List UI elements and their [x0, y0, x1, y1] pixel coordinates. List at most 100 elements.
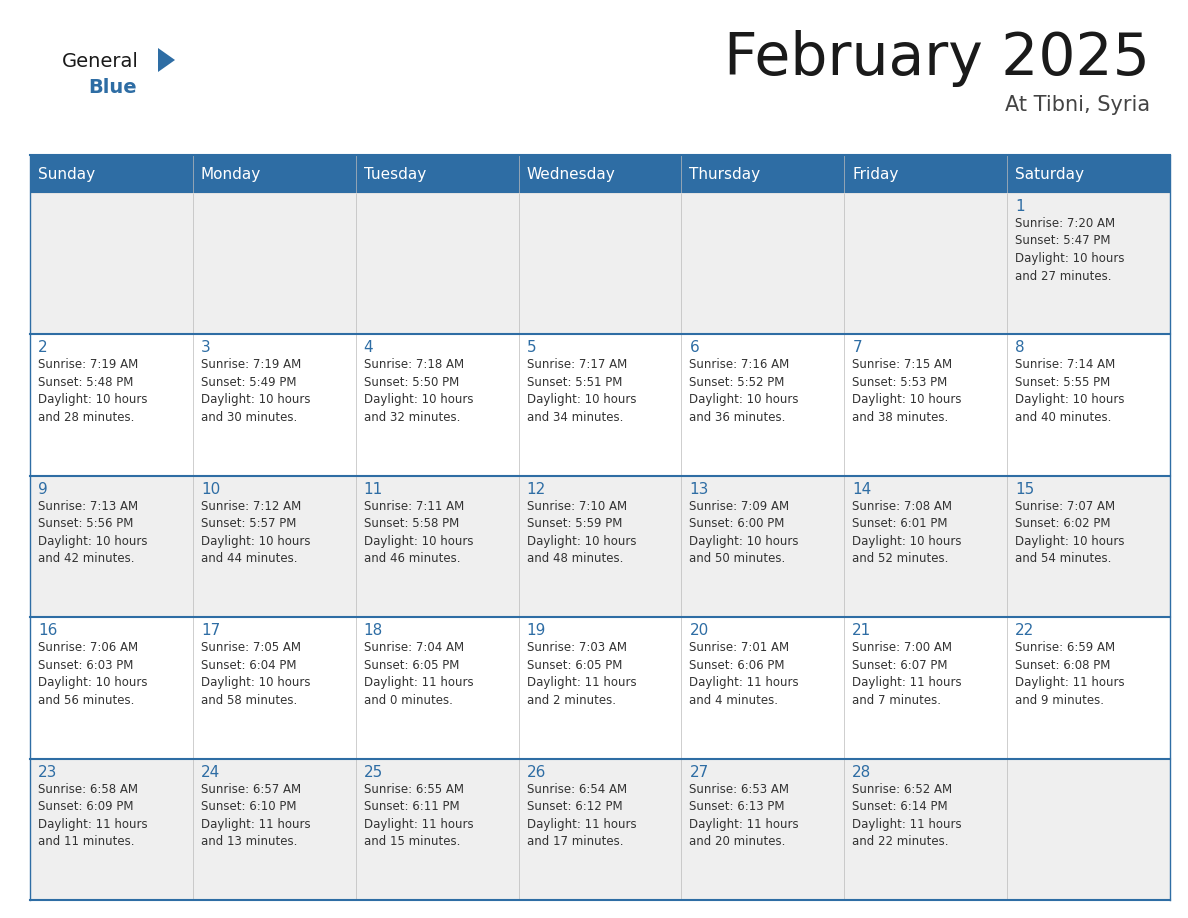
Text: Sunset: 5:48 PM: Sunset: 5:48 PM — [38, 375, 133, 389]
Text: Sunset: 6:03 PM: Sunset: 6:03 PM — [38, 659, 133, 672]
Text: Daylight: 10 hours: Daylight: 10 hours — [526, 535, 636, 548]
Text: Sunset: 6:12 PM: Sunset: 6:12 PM — [526, 800, 623, 813]
Text: Sunset: 5:47 PM: Sunset: 5:47 PM — [1015, 234, 1111, 248]
Text: Sunrise: 7:19 AM: Sunrise: 7:19 AM — [201, 358, 301, 372]
Text: 16: 16 — [38, 623, 57, 638]
Bar — [30, 476, 1170, 617]
Text: Sunrise: 7:10 AM: Sunrise: 7:10 AM — [526, 499, 627, 513]
Bar — [30, 617, 1170, 758]
Text: Sunrise: 6:57 AM: Sunrise: 6:57 AM — [201, 783, 301, 796]
Text: Sunset: 6:13 PM: Sunset: 6:13 PM — [689, 800, 785, 813]
Text: 3: 3 — [201, 341, 210, 355]
Text: 24: 24 — [201, 765, 220, 779]
Text: At Tibni, Syria: At Tibni, Syria — [1005, 95, 1150, 115]
Text: 23: 23 — [38, 765, 57, 779]
Text: Daylight: 11 hours: Daylight: 11 hours — [852, 818, 962, 831]
Text: Sunset: 6:01 PM: Sunset: 6:01 PM — [852, 518, 948, 531]
Text: Sunset: 5:49 PM: Sunset: 5:49 PM — [201, 375, 296, 389]
Text: Daylight: 10 hours: Daylight: 10 hours — [201, 677, 310, 689]
Text: February 2025: February 2025 — [725, 30, 1150, 87]
Text: Sunset: 6:14 PM: Sunset: 6:14 PM — [852, 800, 948, 813]
Text: Daylight: 11 hours: Daylight: 11 hours — [201, 818, 310, 831]
Text: Daylight: 11 hours: Daylight: 11 hours — [364, 818, 473, 831]
Polygon shape — [158, 48, 175, 72]
Text: Sunset: 6:05 PM: Sunset: 6:05 PM — [526, 659, 623, 672]
Text: and 58 minutes.: and 58 minutes. — [201, 694, 297, 707]
Text: Tuesday: Tuesday — [364, 166, 426, 182]
Text: Sunset: 5:57 PM: Sunset: 5:57 PM — [201, 518, 296, 531]
Text: Sunset: 6:05 PM: Sunset: 6:05 PM — [364, 659, 459, 672]
Text: Sunday: Sunday — [38, 166, 95, 182]
Text: and 36 minutes.: and 36 minutes. — [689, 411, 785, 424]
Text: 22: 22 — [1015, 623, 1035, 638]
Text: and 4 minutes.: and 4 minutes. — [689, 694, 778, 707]
Text: Sunset: 5:58 PM: Sunset: 5:58 PM — [364, 518, 459, 531]
Text: Sunset: 6:00 PM: Sunset: 6:00 PM — [689, 518, 785, 531]
Text: and 44 minutes.: and 44 minutes. — [201, 553, 297, 565]
Text: Daylight: 11 hours: Daylight: 11 hours — [1015, 677, 1125, 689]
Text: Daylight: 11 hours: Daylight: 11 hours — [364, 677, 473, 689]
Text: Sunset: 6:08 PM: Sunset: 6:08 PM — [1015, 659, 1111, 672]
Text: 18: 18 — [364, 623, 383, 638]
Text: Sunrise: 7:01 AM: Sunrise: 7:01 AM — [689, 641, 790, 655]
Text: Daylight: 10 hours: Daylight: 10 hours — [852, 394, 962, 407]
Text: Friday: Friday — [852, 166, 898, 182]
Text: Sunrise: 7:17 AM: Sunrise: 7:17 AM — [526, 358, 627, 372]
Text: Thursday: Thursday — [689, 166, 760, 182]
Text: and 11 minutes.: and 11 minutes. — [38, 835, 134, 848]
Text: Daylight: 10 hours: Daylight: 10 hours — [689, 394, 798, 407]
Text: 7: 7 — [852, 341, 862, 355]
Text: Sunrise: 6:54 AM: Sunrise: 6:54 AM — [526, 783, 627, 796]
Text: Daylight: 10 hours: Daylight: 10 hours — [1015, 252, 1125, 265]
Bar — [30, 155, 1170, 193]
Text: Daylight: 10 hours: Daylight: 10 hours — [38, 535, 147, 548]
Text: and 0 minutes.: and 0 minutes. — [364, 694, 453, 707]
Text: Daylight: 11 hours: Daylight: 11 hours — [852, 677, 962, 689]
Text: Sunset: 6:04 PM: Sunset: 6:04 PM — [201, 659, 296, 672]
Text: Sunset: 5:53 PM: Sunset: 5:53 PM — [852, 375, 948, 389]
Text: Daylight: 10 hours: Daylight: 10 hours — [38, 677, 147, 689]
Text: Sunrise: 6:55 AM: Sunrise: 6:55 AM — [364, 783, 463, 796]
Text: General: General — [62, 52, 139, 71]
Text: Sunset: 5:55 PM: Sunset: 5:55 PM — [1015, 375, 1111, 389]
Text: Sunrise: 6:58 AM: Sunrise: 6:58 AM — [38, 783, 138, 796]
Text: Sunrise: 7:15 AM: Sunrise: 7:15 AM — [852, 358, 953, 372]
Text: 5: 5 — [526, 341, 536, 355]
Text: Sunrise: 7:09 AM: Sunrise: 7:09 AM — [689, 499, 790, 513]
Text: Saturday: Saturday — [1015, 166, 1085, 182]
Text: Sunset: 6:11 PM: Sunset: 6:11 PM — [364, 800, 460, 813]
Text: Sunrise: 7:00 AM: Sunrise: 7:00 AM — [852, 641, 953, 655]
Text: 12: 12 — [526, 482, 545, 497]
Text: and 9 minutes.: and 9 minutes. — [1015, 694, 1104, 707]
Text: 4: 4 — [364, 341, 373, 355]
Text: 1: 1 — [1015, 199, 1025, 214]
Text: Daylight: 11 hours: Daylight: 11 hours — [38, 818, 147, 831]
Text: and 34 minutes.: and 34 minutes. — [526, 411, 623, 424]
Text: Blue: Blue — [88, 78, 137, 97]
Text: and 7 minutes.: and 7 minutes. — [852, 694, 941, 707]
Text: Sunrise: 7:12 AM: Sunrise: 7:12 AM — [201, 499, 301, 513]
Text: 10: 10 — [201, 482, 220, 497]
Text: Sunset: 5:59 PM: Sunset: 5:59 PM — [526, 518, 623, 531]
Text: Daylight: 11 hours: Daylight: 11 hours — [526, 677, 637, 689]
Text: Sunrise: 6:53 AM: Sunrise: 6:53 AM — [689, 783, 790, 796]
Text: Daylight: 11 hours: Daylight: 11 hours — [689, 818, 800, 831]
Text: Sunrise: 7:16 AM: Sunrise: 7:16 AM — [689, 358, 790, 372]
Text: and 27 minutes.: and 27 minutes. — [1015, 270, 1112, 283]
Text: Daylight: 10 hours: Daylight: 10 hours — [38, 394, 147, 407]
Text: Sunrise: 6:52 AM: Sunrise: 6:52 AM — [852, 783, 953, 796]
Text: Daylight: 11 hours: Daylight: 11 hours — [689, 677, 800, 689]
Text: and 17 minutes.: and 17 minutes. — [526, 835, 623, 848]
Text: Sunrise: 7:18 AM: Sunrise: 7:18 AM — [364, 358, 463, 372]
Text: Sunset: 6:02 PM: Sunset: 6:02 PM — [1015, 518, 1111, 531]
Text: Daylight: 10 hours: Daylight: 10 hours — [1015, 394, 1125, 407]
Text: Daylight: 10 hours: Daylight: 10 hours — [364, 394, 473, 407]
Text: and 56 minutes.: and 56 minutes. — [38, 694, 134, 707]
Text: Sunrise: 7:05 AM: Sunrise: 7:05 AM — [201, 641, 301, 655]
Text: Sunset: 6:09 PM: Sunset: 6:09 PM — [38, 800, 133, 813]
Text: 28: 28 — [852, 765, 872, 779]
Text: and 13 minutes.: and 13 minutes. — [201, 835, 297, 848]
Text: and 52 minutes.: and 52 minutes. — [852, 553, 949, 565]
Text: Sunset: 6:10 PM: Sunset: 6:10 PM — [201, 800, 296, 813]
Text: 15: 15 — [1015, 482, 1035, 497]
